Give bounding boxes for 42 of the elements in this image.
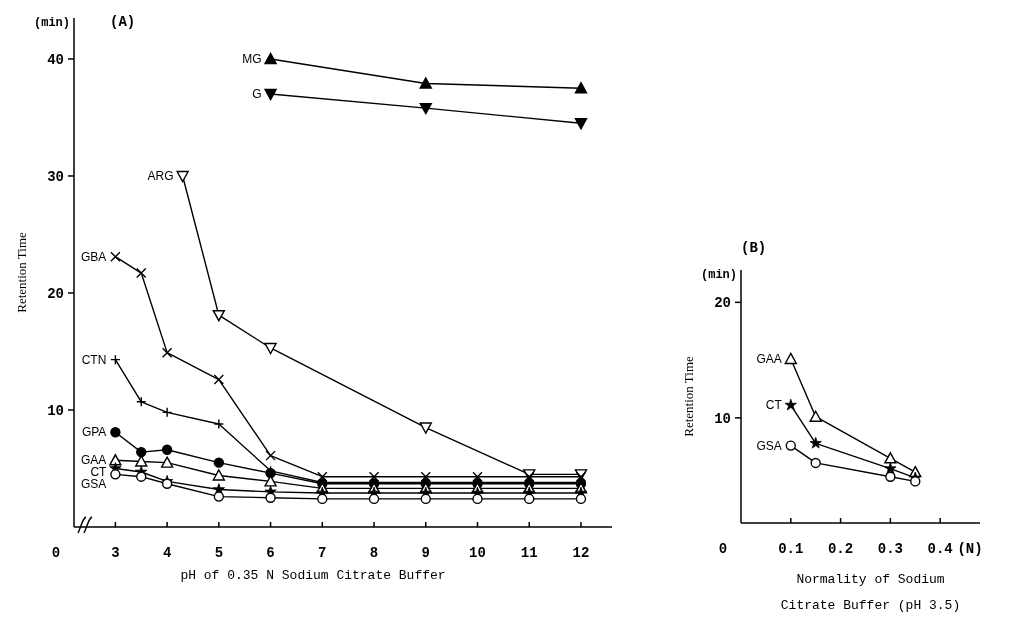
text: 0	[51, 545, 61, 561]
series-label: CT	[765, 398, 783, 413]
x-tick-label: 0.1	[778, 541, 804, 557]
series-label: GBA	[81, 249, 107, 264]
x-axis-title: pH of 0.35 N Sodium Citrate Buffer	[180, 568, 446, 583]
series-label: ARG	[147, 168, 174, 183]
x-tick-label: 7	[318, 545, 327, 561]
x-tick-label: 4	[162, 545, 172, 561]
y-tick-label: 20	[47, 285, 64, 302]
x-tick-label: 11	[520, 545, 538, 561]
x-axis-title: Normality of Sodium Citrate Buffer (pH 3.5)	[780, 572, 961, 613]
series-label: MG	[242, 51, 262, 66]
series-label: CTN	[81, 352, 107, 367]
x-tick-label: 0.4	[927, 541, 953, 557]
y-tick-label: 20	[714, 295, 731, 312]
series-label: GAA	[756, 351, 782, 366]
y-axis-title: Retention Time	[681, 356, 696, 437]
series-label: GSA	[81, 477, 107, 492]
x-tick-label: 5	[214, 545, 224, 561]
chart-title: (A)	[110, 14, 136, 30]
x-tick-label: 3	[111, 545, 120, 561]
y-tick-label: 10	[47, 402, 64, 419]
y-tick-label: 30	[47, 168, 64, 185]
series-label: GAA	[81, 453, 107, 468]
series-label: GPA	[81, 425, 107, 440]
series-label: GSA	[756, 438, 782, 453]
y-tick-label: 40	[47, 51, 64, 68]
series-label: CT	[90, 465, 108, 480]
x-tick-label: 6	[266, 545, 275, 561]
x-tick-label: 12	[572, 545, 590, 561]
x-tick-label: 0.2	[827, 541, 854, 557]
text: 0	[718, 541, 728, 557]
y-axis-title: Retention Time	[14, 232, 29, 313]
x-tick-label: 10	[469, 545, 486, 561]
text: (min)	[33, 16, 70, 30]
text: (min)	[700, 268, 737, 282]
x-tick-label: 0.3	[877, 541, 903, 557]
x-tick-label: 8	[369, 545, 379, 561]
x-tick-label: 9	[421, 545, 430, 561]
chart-title: (B)	[741, 240, 767, 256]
series-label: G	[252, 87, 262, 102]
text: (N)	[957, 541, 983, 557]
